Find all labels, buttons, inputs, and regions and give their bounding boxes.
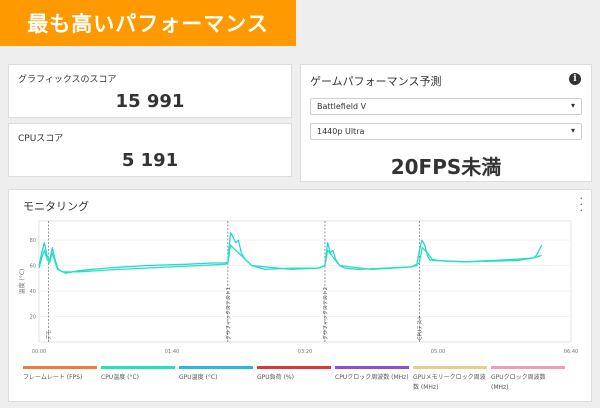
legend-label[interactable]: GPUメモリークロック周波数 (MHz) bbox=[413, 374, 486, 391]
legend-swatch bbox=[491, 366, 565, 369]
phase-marker-label: デモ bbox=[45, 330, 52, 340]
resolution-select[interactable]: 1440p Ultra ▾ bbox=[310, 123, 582, 140]
monitoring-card: モニタリング · · · 80 60 40 20 温度 (°C) 00:00 01:40 03:2… bbox=[8, 189, 592, 402]
x-tick-label: 00:00 bbox=[32, 349, 46, 355]
y-tick-label: 80 bbox=[30, 238, 36, 244]
game-performance-title: ゲームパフォーマンス予測 bbox=[310, 75, 442, 88]
legend-swatch bbox=[335, 366, 409, 369]
phase-marker-label: CPUテスト bbox=[417, 315, 423, 340]
graphics-score-label: グラフィックスのスコア bbox=[18, 75, 117, 85]
info-icon[interactable]: i bbox=[569, 73, 581, 85]
legend-label[interactable]: CPUクロック周波数 (MHz) bbox=[335, 374, 409, 381]
y-axis-label: 温度 (°C) bbox=[18, 269, 26, 295]
y-tick-label: 40 bbox=[30, 289, 36, 295]
y-tick-label: 20 bbox=[30, 315, 36, 321]
game-select[interactable]: Battlefield V ▾ bbox=[310, 98, 582, 115]
phase-marker-label: グラフィックステスト2 bbox=[322, 287, 329, 340]
banner-title: 最も高いパフォーマンス bbox=[27, 12, 269, 36]
cpu-score-label: CPUスコア bbox=[18, 134, 64, 144]
cpu-score-value: 5 191 bbox=[121, 150, 179, 171]
performance-banner: 最も高いパフォーマンス bbox=[0, 0, 296, 46]
game-performance-card: ゲームパフォーマンス予測 i Battlefield V ▾ 1440p Ult… bbox=[300, 64, 592, 182]
legend-swatch bbox=[23, 366, 97, 369]
resolution-select-value: 1440p Ultra bbox=[317, 127, 365, 136]
monitoring-title: モニタリング bbox=[23, 200, 89, 213]
legend-label[interactable]: フレームレート (FPS) bbox=[23, 374, 83, 381]
series-line bbox=[38, 244, 542, 273]
graphics-score-value: 15 991 bbox=[115, 91, 185, 112]
x-tick-label: 05:00 bbox=[431, 349, 445, 355]
fps-estimate: 20FPS未満 bbox=[390, 155, 502, 179]
cpu-score-card: CPUスコア 5 191 bbox=[8, 123, 292, 177]
series-line bbox=[38, 231, 543, 274]
legend-label[interactable]: CPU温度 (°C) bbox=[101, 374, 139, 381]
more-options-icon[interactable]: · · · bbox=[579, 192, 584, 217]
legend-swatch bbox=[101, 366, 175, 369]
y-tick-label: 60 bbox=[30, 264, 36, 270]
legend-swatch bbox=[179, 366, 253, 369]
x-tick-label: 03:20 bbox=[298, 349, 312, 355]
legend-label[interactable]: GPU温度 (°C) bbox=[179, 374, 218, 381]
chevron-down-icon: ▾ bbox=[570, 126, 575, 135]
legend-label[interactable]: GPU負荷 (%) bbox=[257, 374, 294, 381]
plot-area bbox=[38, 220, 572, 343]
legend-swatch bbox=[413, 366, 487, 369]
legend-label[interactable]: GPUクロック周波数 (MHz) bbox=[491, 374, 546, 391]
chevron-down-icon: ▾ bbox=[570, 101, 575, 110]
game-select-value: Battlefield V bbox=[317, 102, 367, 111]
x-tick-label: 01:40 bbox=[165, 349, 179, 355]
phase-marker-label: グラフィックステスト1 bbox=[225, 287, 232, 340]
legend-swatch bbox=[257, 366, 331, 369]
monitoring-chart: 80 60 40 20 温度 (°C) 00:00 01:40 03:20 05:00 06:40… bbox=[18, 220, 578, 355]
graphics-score-card: グラフィックスのスコア 15 991 bbox=[8, 64, 292, 118]
x-tick-label: 06:40 bbox=[564, 349, 578, 355]
